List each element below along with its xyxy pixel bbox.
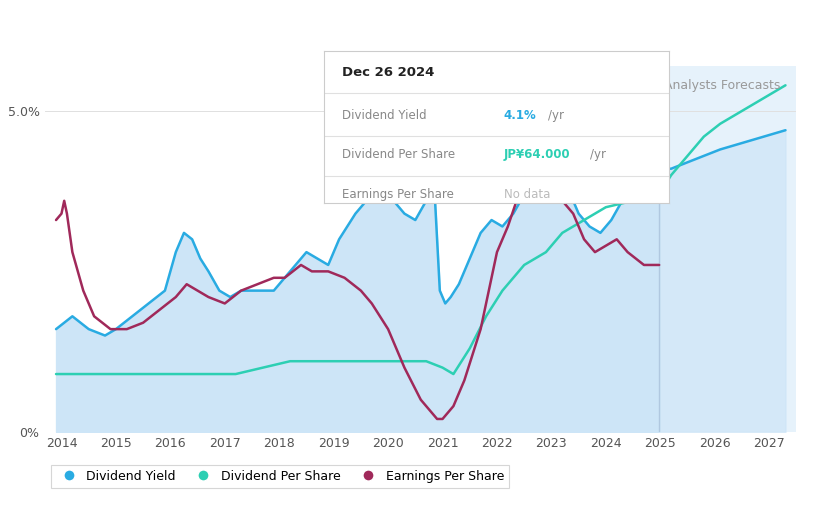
Text: Dividend Per Share: Dividend Per Share	[342, 148, 455, 162]
Text: Earnings Per Share: Earnings Per Share	[342, 188, 453, 201]
Text: Analysts Forecasts: Analysts Forecasts	[663, 79, 780, 92]
Text: Dividend Yield: Dividend Yield	[342, 109, 426, 122]
Text: No data: No data	[503, 188, 550, 201]
Text: /yr: /yr	[548, 109, 564, 122]
Legend: Dividend Yield, Dividend Per Share, Earnings Per Share: Dividend Yield, Dividend Per Share, Earn…	[52, 465, 509, 488]
Text: Past: Past	[629, 79, 655, 92]
Text: JP¥64.000: JP¥64.000	[503, 148, 571, 162]
Text: /yr: /yr	[589, 148, 606, 162]
Text: 4.1%: 4.1%	[503, 109, 536, 122]
Text: Dec 26 2024: Dec 26 2024	[342, 66, 434, 79]
Bar	[659, 66, 796, 432]
